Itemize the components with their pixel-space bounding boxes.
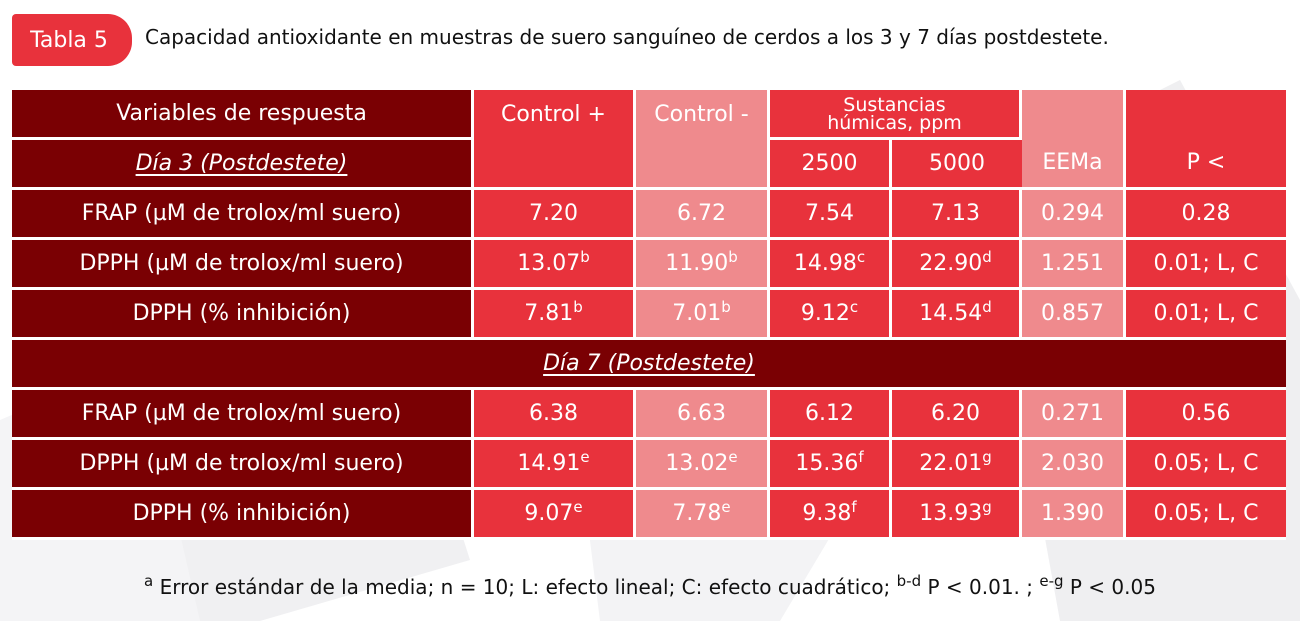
cell-eem: 0.857 — [1022, 290, 1127, 340]
header-eem: EEMa — [1022, 90, 1127, 190]
table-row: DPPH (µM de trolox/ml suero) 13.07b 11.9… — [12, 240, 1287, 290]
header-dose-2500: 2500 — [770, 140, 892, 190]
header-control-negative: Control - — [636, 90, 770, 190]
header-humic-line2: húmicas, ppm — [827, 111, 962, 134]
cell-p: 0.56 — [1126, 390, 1287, 440]
day3-label-text: Día 3 (Postdestete) — [135, 151, 348, 176]
cell-5000: 22.01g — [892, 440, 1023, 490]
cell-p: 0.01; L, C — [1126, 240, 1287, 290]
header-row: Variables de respuesta Control + Control… — [12, 90, 1287, 190]
cell-eem: 1.390 — [1022, 490, 1127, 540]
table-number-tag: Tabla 5 — [12, 14, 132, 66]
cell-2500: 6.12 — [770, 390, 892, 440]
table-row: DPPH (% inhibición) 7.81b 7.01b 9.12c 14… — [12, 290, 1287, 340]
cell-eem: 0.271 — [1022, 390, 1127, 440]
header-humic-substances: Sustancias húmicas, ppm — [770, 90, 1023, 140]
cell-control-negative: 13.02e — [636, 440, 770, 490]
cell-2500: 15.36f — [770, 440, 892, 490]
cell-p: 0.05; L, C — [1126, 440, 1287, 490]
row-label: FRAP (µM de trolox/ml suero) — [12, 390, 474, 440]
cell-control-positive: 6.38 — [474, 390, 636, 440]
table-footnote: a Error estándar de la media; n = 10; L:… — [144, 572, 1156, 600]
day3-label: Día 3 (Postdestete) — [12, 140, 474, 190]
cell-control-negative: 7.01b — [636, 290, 770, 340]
row-label: DPPH (µM de trolox/ml suero) — [12, 440, 474, 490]
cell-p: 0.05; L, C — [1126, 490, 1287, 540]
cell-5000: 14.54d — [892, 290, 1023, 340]
row-label: DPPH (µM de trolox/ml suero) — [12, 240, 474, 290]
antioxidant-table: Variables de respuesta Control + Control… — [12, 90, 1287, 540]
cell-control-negative: 11.90b — [636, 240, 770, 290]
cell-eem: 0.294 — [1022, 190, 1127, 240]
table-caption: Capacidad antioxidante en muestras de su… — [145, 25, 1109, 49]
cell-5000: 6.20 — [892, 390, 1023, 440]
table-row: DPPH (µM de trolox/ml suero) 14.91e 13.0… — [12, 440, 1287, 490]
header-row-2: Día 3 (Postdestete) 2500 5000 — [12, 140, 1286, 190]
header-p: P < — [1126, 90, 1287, 190]
cell-2500: 14.98c — [770, 240, 892, 290]
cell-control-positive: 7.20 — [474, 190, 636, 240]
table-row: DPPH (% inhibición) 9.07e 7.78e 9.38f 13… — [12, 490, 1287, 540]
header-humic-line1: Sustancias — [843, 93, 946, 116]
row-label: DPPH (% inhibición) — [12, 490, 474, 540]
table-row: FRAP (µM de trolox/ml suero) 7.20 6.72 7… — [12, 190, 1287, 240]
cell-2500: 9.12c — [770, 290, 892, 340]
cell-5000: 22.90d — [892, 240, 1023, 290]
cell-eem: 2.030 — [1022, 440, 1127, 490]
cell-5000: 7.13 — [892, 190, 1023, 240]
day7-label-text: Día 7 (Postdestete) — [543, 351, 755, 376]
cell-control-positive: 7.81b — [474, 290, 636, 340]
cell-control-negative: 6.63 — [636, 390, 770, 440]
header-variables: Variables de respuesta — [12, 90, 474, 140]
table-row: FRAP (µM de trolox/ml suero) 6.38 6.63 6… — [12, 390, 1287, 440]
header-dose-5000: 5000 — [892, 140, 1023, 190]
day7-section-row: Día 7 (Postdestete) — [12, 340, 1287, 390]
day7-label: Día 7 (Postdestete) — [12, 340, 1287, 390]
row-label: FRAP (µM de trolox/ml suero) — [12, 190, 474, 240]
cell-control-negative: 6.72 — [636, 190, 770, 240]
cell-control-positive: 9.07e — [474, 490, 636, 540]
cell-control-positive: 13.07b — [474, 240, 636, 290]
cell-2500: 7.54 — [770, 190, 892, 240]
cell-2500: 9.38f — [770, 490, 892, 540]
cell-5000: 13.93g — [892, 490, 1023, 540]
cell-p: 0.01; L, C — [1126, 290, 1287, 340]
row-label: DPPH (% inhibición) — [12, 290, 474, 340]
cell-control-negative: 7.78e — [636, 490, 770, 540]
cell-p: 0.28 — [1126, 190, 1287, 240]
cell-control-positive: 14.91e — [474, 440, 636, 490]
cell-eem: 1.251 — [1022, 240, 1127, 290]
header-control-positive: Control + — [474, 90, 636, 190]
table-number-label: Tabla 5 — [30, 27, 108, 53]
